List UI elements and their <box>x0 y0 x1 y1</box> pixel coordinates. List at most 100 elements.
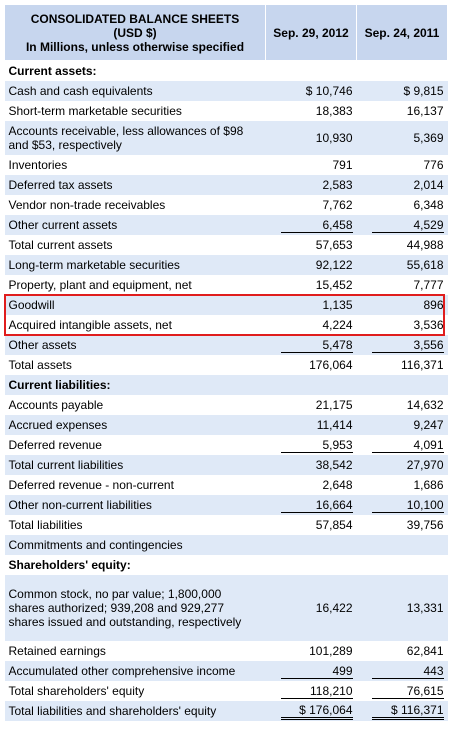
value-2011: 4,529 <box>356 215 448 235</box>
value-2012 <box>265 555 357 575</box>
cell-value: 4,529 <box>371 218 444 233</box>
cell-value: 92,122 <box>315 258 353 272</box>
value-2011: 443 <box>356 661 448 681</box>
value-2011: 5,369 <box>356 121 448 155</box>
table-row: Total liabilities and shareholders' equi… <box>4 701 448 721</box>
value-2011: 7,777 <box>356 275 448 295</box>
table-row: Property, plant and equipment, net 15,452… <box>4 275 448 295</box>
value-2011: 4,091 <box>356 435 448 455</box>
cell-value: $ 10,746 <box>305 84 353 98</box>
value-2011 <box>356 60 448 81</box>
balance-sheet-table: CONSOLIDATED BALANCE SHEETS (USD $) In M… <box>4 4 448 721</box>
value-2011: 116,371 <box>356 355 448 375</box>
cell-value: 38,542 <box>315 458 353 472</box>
cell-value: 57,854 <box>315 518 353 532</box>
row-label: Accounts receivable, less allowances of … <box>4 121 266 155</box>
row-label: Total shareholders' equity <box>4 681 266 701</box>
column-header-2012: Sep. 29, 2012 <box>265 4 357 61</box>
table-body: Current assets: Cash and cash equivalents… <box>4 60 448 721</box>
row-label: Total liabilities <box>4 515 266 535</box>
table-row: Deferred tax assets 2,583 2,014 <box>4 175 448 195</box>
value-2011: 39,756 <box>356 515 448 535</box>
row-label: Other assets <box>4 335 266 355</box>
table-row: Total liabilities 57,854 39,756 <box>4 515 448 535</box>
cell-value: 3,556 <box>371 338 444 353</box>
value-2011: 776 <box>356 155 448 175</box>
cell-value: 2,648 <box>322 478 353 492</box>
table-row: Total current assets 57,653 44,988 <box>4 235 448 255</box>
cell-value: 499 <box>280 664 353 679</box>
value-2011: 62,841 <box>356 641 448 661</box>
row-label: Deferred revenue - non-current <box>4 475 266 495</box>
table-row: Vendor non-trade receivables 7,762 6,348 <box>4 195 448 215</box>
value-2012: 57,653 <box>265 235 357 255</box>
row-label: Total assets <box>4 355 266 375</box>
row-label: Acquired intangible assets, net <box>4 315 266 335</box>
row-label: Goodwill <box>4 295 266 315</box>
cell-value: 776 <box>423 158 444 172</box>
value-2011 <box>356 375 448 395</box>
table-row: Current assets: <box>4 60 448 81</box>
row-label: Total current assets <box>4 235 266 255</box>
column-header-2011: Sep. 24, 2011 <box>356 4 448 61</box>
row-label: Short-term marketable securities <box>4 101 266 121</box>
value-2012: 7,762 <box>265 195 357 215</box>
cell-value: 4,224 <box>322 318 353 332</box>
value-2012: 1,135 <box>265 295 357 315</box>
value-2012: 791 <box>265 155 357 175</box>
cell-value: 10,930 <box>315 131 353 145</box>
value-2012: 4,224 <box>265 315 357 335</box>
row-label: Commitments and contingencies <box>4 535 266 555</box>
row-label: Accumulated other comprehensive income <box>4 661 266 681</box>
row-label: Accounts payable <box>4 395 266 415</box>
value-2012: 2,648 <box>265 475 357 495</box>
value-2012: 57,854 <box>265 515 357 535</box>
table-row: Accumulated other comprehensive income 49… <box>4 661 448 681</box>
table-row: Goodwill 1,135 896 <box>4 295 448 315</box>
row-label: Common stock, no par value; 1,800,000 sh… <box>4 575 266 641</box>
cell-value: 791 <box>332 158 353 172</box>
table-row: Cash and cash equivalents $ 10,746 $ 9,815 <box>4 81 448 101</box>
value-2012: 5,953 <box>265 435 357 455</box>
value-2012: 2,583 <box>265 175 357 195</box>
row-label: Cash and cash equivalents <box>4 81 266 101</box>
row-label: Shareholders' equity: <box>4 555 266 575</box>
row-label: Other non-current liabilities <box>4 495 266 515</box>
table-row: Accounts payable 21,175 14,632 <box>4 395 448 415</box>
value-2011 <box>356 555 448 575</box>
table-row: Deferred revenue - non-current 2,648 1,686 <box>4 475 448 495</box>
row-label: Property, plant and equipment, net <box>4 275 266 295</box>
table-row: Shareholders' equity: <box>4 555 448 575</box>
value-2012: 16,422 <box>265 575 357 641</box>
table-row: Total shareholders' equity 118,210 76,615 <box>4 681 448 701</box>
cell-value: $ 176,064 <box>280 703 353 720</box>
value-2012: 499 <box>265 661 357 681</box>
table-row: Other non-current liabilities 16,664 10,10… <box>4 495 448 515</box>
cell-value: 5,953 <box>280 438 353 453</box>
cell-value: 27,970 <box>406 458 444 472</box>
cell-value: 18,383 <box>315 104 353 118</box>
cell-value: 16,664 <box>280 498 353 513</box>
value-2012: $ 10,746 <box>265 81 357 101</box>
value-2012: 18,383 <box>265 101 357 121</box>
row-label: Other current assets <box>4 215 266 235</box>
table-row: Long-term marketable securities 92,122 55,… <box>4 255 448 275</box>
table-row: Short-term marketable securities 18,383 16… <box>4 101 448 121</box>
value-2012 <box>265 375 357 395</box>
cell-value: 39,756 <box>406 518 444 532</box>
cell-value: 16,422 <box>315 601 353 615</box>
row-label: Accrued expenses <box>4 415 266 435</box>
row-label: Current liabilities: <box>4 375 266 395</box>
value-2012: 10,930 <box>265 121 357 155</box>
row-label: Inventories <box>4 155 266 175</box>
header-row: CONSOLIDATED BALANCE SHEETS (USD $) In M… <box>4 4 448 61</box>
table-row: Acquired intangible assets, net 4,224 3,53… <box>4 315 448 335</box>
cell-value: 6,458 <box>280 218 353 233</box>
value-2011: 55,618 <box>356 255 448 275</box>
cell-value: 76,615 <box>371 684 444 699</box>
cell-value: 1,686 <box>413 478 444 492</box>
cell-value: 21,175 <box>315 398 353 412</box>
table-row: Accounts receivable, less allowances of … <box>4 121 448 155</box>
cell-value: 62,841 <box>406 644 444 658</box>
cell-value: 14,632 <box>406 398 444 412</box>
